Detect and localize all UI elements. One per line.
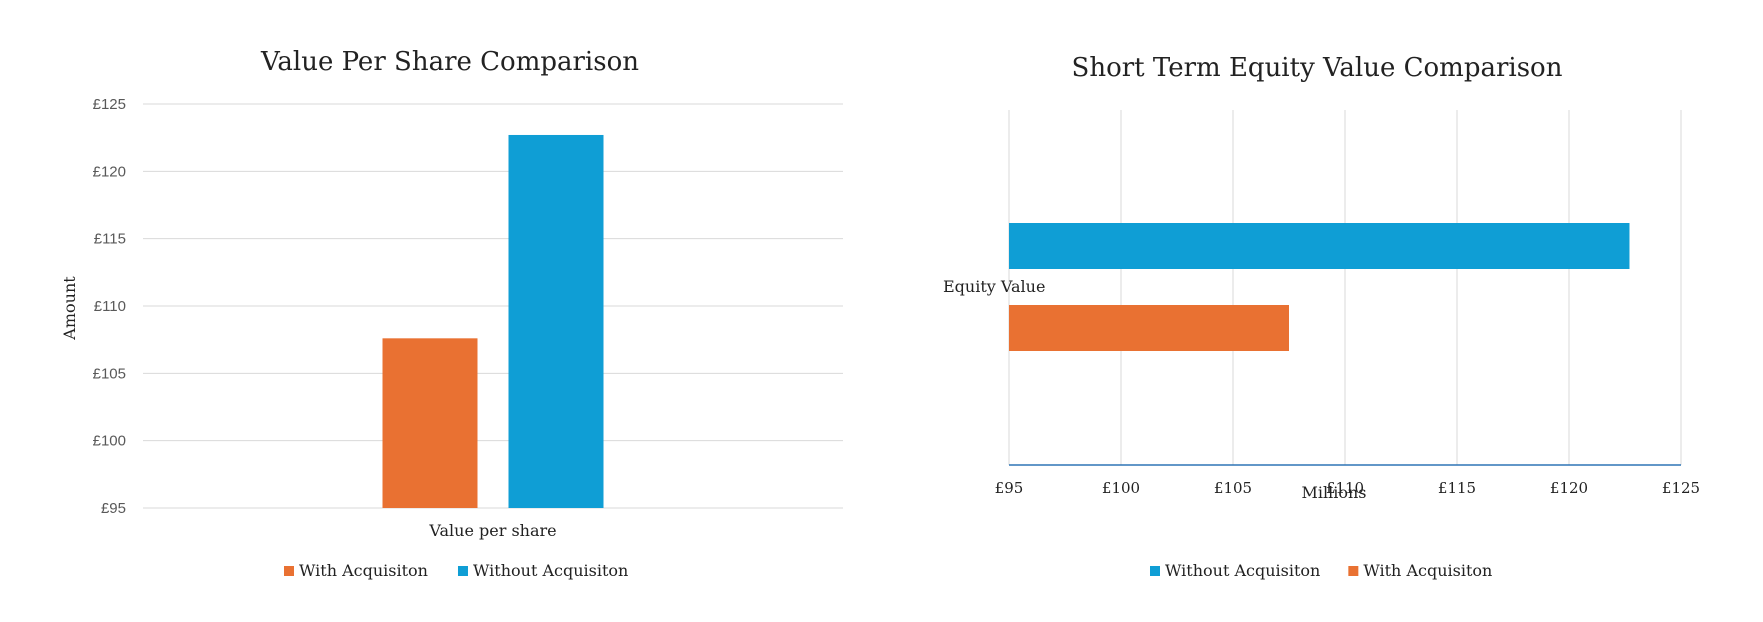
x-tick-label: £105 xyxy=(1214,479,1252,497)
x-axis-title: Millions xyxy=(1302,483,1367,502)
y-tick-label: £115 xyxy=(94,231,126,248)
bar-with-acquisiton xyxy=(1009,305,1289,351)
y-tick-label: £100 xyxy=(93,433,126,450)
bar-without-acquisiton xyxy=(1009,223,1630,269)
x-tick-label: £120 xyxy=(1550,479,1588,497)
y-tick-label: £110 xyxy=(94,298,126,315)
value-per-share-chart-svg: Value Per Share Comparison Amount £95 £10… xyxy=(60,47,843,580)
equity-value-chart: Short Term Equity Value Comparison £95 £1… xyxy=(880,0,1763,617)
legend-swatch xyxy=(1150,566,1160,576)
chart-title: Short Term Equity Value Comparison xyxy=(1072,53,1563,83)
bar-with-acquisiton xyxy=(382,338,478,508)
y-tick-label: £120 xyxy=(93,163,126,180)
legend: Without Acquisiton With Acquisiton xyxy=(1150,561,1492,580)
equity-value-chart-svg: Short Term Equity Value Comparison £95 £1… xyxy=(943,53,1700,580)
bar-without-acquisiton xyxy=(508,134,604,508)
x-tick-labels: £95 £100 £105 £110 £115 £120 £125 xyxy=(995,479,1700,497)
x-tick-label: £115 xyxy=(1438,479,1476,497)
bars xyxy=(382,134,604,508)
legend-label: With Acquisiton xyxy=(1363,561,1492,580)
legend-swatch xyxy=(1348,566,1359,576)
legend: With Acquisiton Without Acquisiton xyxy=(284,561,628,580)
legend-label: Without Acquisiton xyxy=(473,561,628,580)
x-category-label: Value per share xyxy=(428,521,556,540)
y-tick-label: £125 xyxy=(93,96,126,113)
x-tick-label: £125 xyxy=(1662,479,1700,497)
legend-swatch xyxy=(457,566,468,576)
x-tick-label: £100 xyxy=(1102,479,1140,497)
y-axis-title: Amount xyxy=(60,276,79,341)
y-tick-label: £105 xyxy=(93,365,126,382)
legend-swatch xyxy=(284,566,294,576)
legend-label: Without Acquisiton xyxy=(1165,561,1320,580)
y-tick-label: £95 xyxy=(101,500,126,517)
x-tick-label: £95 xyxy=(995,479,1024,497)
gridlines xyxy=(143,103,843,509)
x-tick-label: £110 xyxy=(1326,479,1364,497)
y-tick-labels: £95 £100 £105 £110 £115 £120 £125 xyxy=(93,96,126,517)
value-per-share-chart: Value Per Share Comparison Amount £95 £10… xyxy=(0,0,880,617)
gridlines xyxy=(1008,110,1682,466)
legend-label: With Acquisiton xyxy=(299,561,428,580)
chart-title: Value Per Share Comparison xyxy=(260,47,639,77)
bars xyxy=(1009,223,1630,351)
y-category-label: Equity Value xyxy=(943,277,1045,296)
